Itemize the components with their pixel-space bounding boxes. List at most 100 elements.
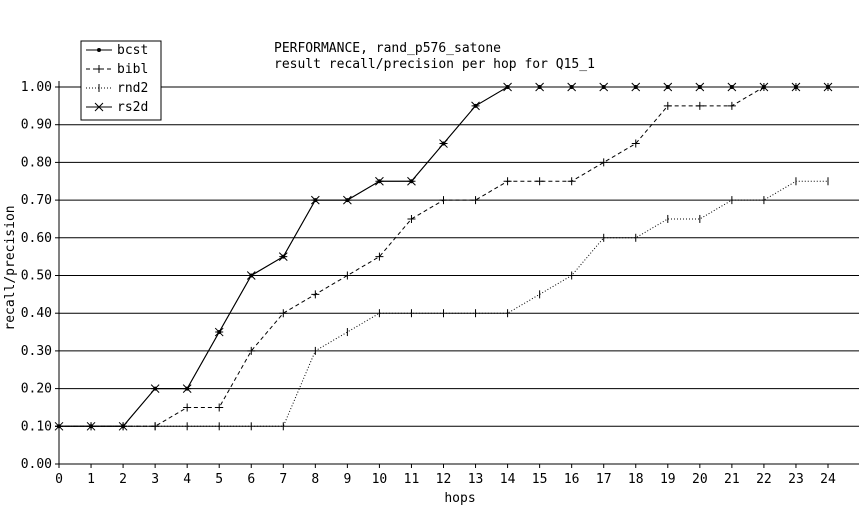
point-rs2d [278, 252, 288, 262]
series-rnd2 [58, 177, 829, 431]
chart-subtitle: result recall/precision per hop for Q15_… [274, 57, 595, 72]
point-bibl [727, 101, 736, 110]
x-tick-label: 16 [564, 472, 580, 487]
point-rs2d [631, 82, 641, 92]
point-rs2d [695, 82, 705, 92]
point-bibl [695, 101, 704, 110]
point-rs2d [246, 271, 256, 280]
chart-title: PERFORMANCE, rand_p576_satone [274, 41, 501, 56]
grid-lines [59, 86, 859, 427]
legend: bcst bibl rnd2 rs2d [80, 40, 162, 121]
point-rs2d [471, 101, 480, 111]
point-rs2d [310, 195, 320, 205]
point-rs2d [727, 82, 737, 92]
axes [58, 81, 859, 465]
x-tick-label: 19 [660, 472, 676, 487]
x-tick-label: 9 [343, 472, 351, 487]
x-tick-label: 0 [55, 472, 63, 487]
x-tick-label: 8 [311, 472, 319, 487]
y-tick-label: 0.80 [21, 155, 52, 170]
point-bibl [567, 177, 576, 186]
y-axis-label: recall/precision [3, 205, 18, 330]
series-layer [54, 82, 833, 431]
y-tick-label: 0.70 [21, 193, 52, 208]
point-rs2d [663, 82, 673, 92]
point-bibl [375, 252, 384, 261]
series-line-rnd2 [59, 180, 828, 427]
point-rs2d [214, 327, 224, 337]
point-bibl [407, 214, 416, 223]
legend-label: bibl [117, 62, 148, 77]
point-bibl [663, 101, 672, 110]
x-tick-label: 10 [372, 472, 388, 487]
x-tick-label: 12 [436, 472, 452, 487]
x-tick-label: 1 [87, 472, 95, 487]
point-bibl [535, 177, 544, 186]
point-rs2d [150, 384, 160, 393]
x-axis-label: hops [444, 491, 475, 506]
x-tick-label: 17 [596, 472, 612, 487]
x-tick-label: 6 [247, 472, 255, 487]
y-axis-ticks: 0.00 0.10 0.20 0.30 0.40 0.50 0.60 0.70 0.80 0.90… [21, 80, 59, 472]
y-tick-label: 0.90 [21, 118, 52, 133]
series-line-bibl [59, 86, 828, 427]
x-tick-label: 11 [404, 472, 420, 487]
legend-label: rs2d [117, 100, 148, 115]
x-tick-label: 24 [820, 472, 836, 487]
point-rs2d [503, 82, 512, 92]
series-rs2d [54, 82, 833, 431]
point-bibl [471, 196, 480, 205]
legend-marker [97, 48, 101, 52]
point-bibl [343, 271, 352, 280]
x-tick-label: 15 [532, 472, 548, 487]
x-tick-label: 23 [788, 472, 804, 487]
y-tick-label: 0.30 [21, 344, 52, 359]
series-line-rs2d [59, 86, 828, 427]
legend-marker [94, 102, 104, 112]
point-bibl [631, 139, 640, 148]
x-tick-label: 20 [692, 472, 708, 487]
x-tick-label: 7 [279, 472, 287, 487]
legend-item-bibl: bibl [86, 62, 148, 77]
y-tick-label: 1.00 [21, 80, 52, 95]
series-bibl [55, 83, 832, 431]
point-rs2d [118, 421, 128, 431]
x-axis-ticks: 0 1 2 3 4 5 6 7 8 9 10 11 12 13 14 15 16 17 18 19 20 21 22 23 24 [55, 464, 836, 487]
point-rs2d [759, 82, 769, 92]
point-bibl [599, 158, 608, 167]
point-rs2d [599, 82, 609, 92]
point-bibl [439, 196, 448, 205]
point-rs2d [823, 82, 833, 92]
point-rs2d [567, 82, 577, 92]
series-bcst [57, 85, 830, 429]
point-rs2d [375, 176, 384, 186]
point-rs2d [439, 139, 448, 148]
point-rs2d [182, 384, 192, 393]
legend-item-bcst: bcst [86, 43, 148, 58]
y-tick-label: 0.10 [21, 419, 52, 434]
y-tick-label: 0.40 [21, 306, 52, 321]
point-bibl [215, 403, 224, 412]
point-rs2d [86, 421, 96, 431]
point-bibl [279, 309, 288, 318]
x-tick-label: 4 [183, 472, 191, 487]
x-tick-label: 18 [628, 472, 644, 487]
y-tick-label: 0.00 [21, 457, 52, 472]
y-tick-label: 0.50 [21, 269, 52, 284]
x-tick-label: 2 [119, 472, 127, 487]
series-line-bcst [59, 86, 828, 427]
point-rs2d [535, 82, 544, 92]
legend-label: rnd2 [117, 81, 148, 96]
point-bibl [311, 290, 320, 299]
x-tick-label: 5 [215, 472, 223, 487]
point-rs2d [407, 176, 416, 186]
legend-label: bcst [117, 43, 148, 58]
x-tick-label: 13 [468, 472, 484, 487]
legend-marker [95, 65, 103, 73]
legend-item-rnd2: rnd2 [86, 81, 148, 96]
point-bibl [247, 346, 256, 355]
legend-item-rs2d: rs2d [86, 100, 148, 115]
y-tick-label: 0.20 [21, 382, 52, 397]
point-rs2d [54, 421, 64, 431]
